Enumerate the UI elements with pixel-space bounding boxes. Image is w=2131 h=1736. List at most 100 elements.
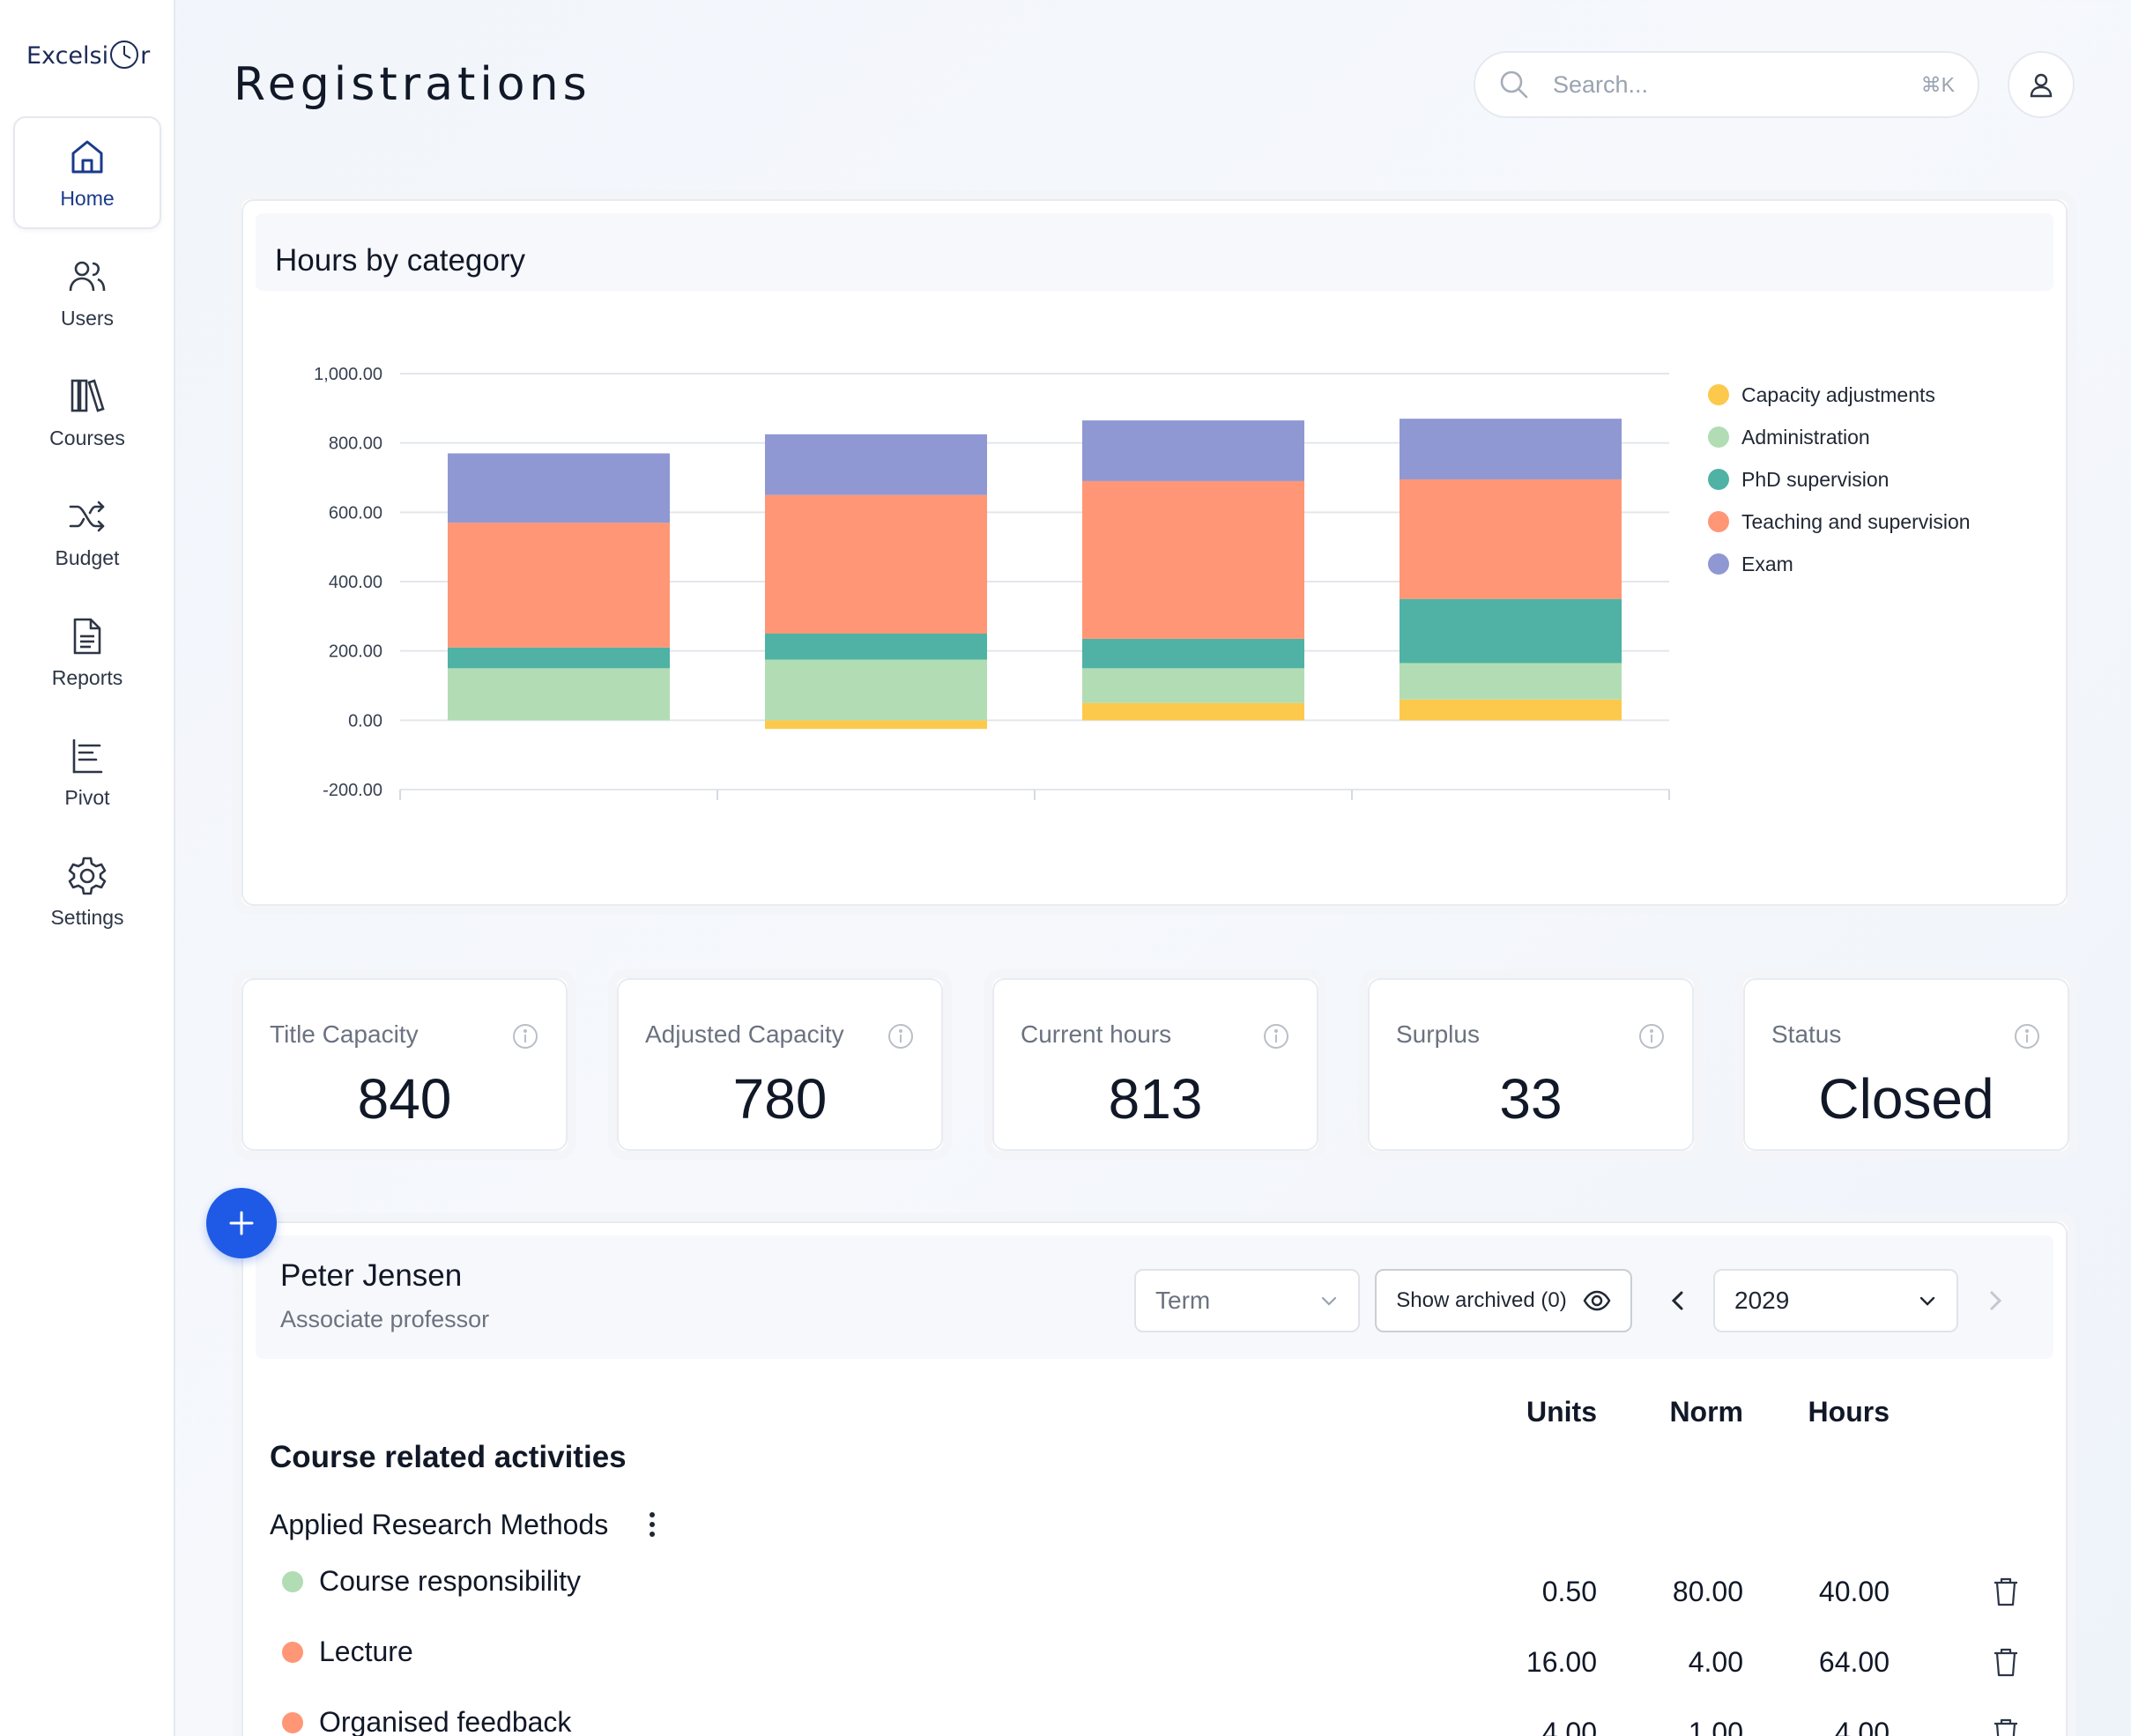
trash-icon[interactable] (1992, 1576, 2020, 1607)
sidebar-item-home[interactable]: Home (13, 116, 161, 229)
bar-segment (765, 634, 987, 660)
stat-card-title-capacity: Title Capacity 840 (233, 969, 576, 1160)
person-name: Peter Jensen (280, 1258, 463, 1293)
add-button[interactable] (206, 1188, 277, 1258)
info-icon[interactable] (1637, 1022, 1666, 1050)
row-norm: 1.00 (1688, 1717, 1743, 1736)
search-input[interactable] (1553, 70, 1921, 99)
chart-header (256, 213, 2053, 291)
show-archived-label: Show archived (0) (1396, 1288, 1567, 1312)
sidebar-item-pivot[interactable]: Pivot (13, 716, 161, 828)
sidebar-item-settings[interactable]: Settings (13, 835, 161, 948)
y-tick-label: 400.00 (329, 573, 382, 592)
info-icon[interactable] (1262, 1022, 1290, 1050)
previous-year-button[interactable] (1662, 1285, 1694, 1317)
chart-card: Hours by category 1,000.00 800.00 600.00 40… (233, 190, 2076, 915)
chart-card-border (241, 199, 2068, 906)
sidebar-item-courses[interactable]: Courses (13, 356, 161, 469)
bar-segment (448, 523, 670, 648)
bar-segment (1082, 638, 1304, 669)
sidebar-item-label: Courses (49, 426, 125, 449)
stat-label: Current hours (1021, 1020, 1172, 1048)
sidebar-item-label: Reports (51, 665, 123, 689)
stat-card-border (617, 978, 943, 1151)
books-icon (71, 378, 105, 412)
app-logo[interactable]: Excelsi r (26, 39, 150, 70)
row-label: Lecture (319, 1636, 413, 1667)
stat-value: Closed (1818, 1067, 1994, 1131)
stat-label: Status (1771, 1020, 1842, 1048)
term-select[interactable]: Term (1134, 1269, 1360, 1332)
row-hours: 64.00 (1818, 1646, 1890, 1678)
sidebar-item-label: Users (60, 306, 115, 330)
y-tick-label: 600.00 (329, 503, 382, 523)
info-icon[interactable] (2013, 1022, 2041, 1050)
user-icon (2030, 73, 2053, 98)
trash-icon[interactable] (1992, 1646, 2020, 1678)
stat-card-border (992, 978, 1318, 1151)
row-hours: 40.00 (1818, 1576, 1890, 1607)
row-norm: 80.00 (1672, 1576, 1743, 1607)
more-options-icon[interactable] (642, 1509, 663, 1540)
column-header-hours: Hours (1808, 1396, 1890, 1428)
gear-icon (68, 857, 107, 894)
row-norm: 4.00 (1688, 1646, 1743, 1678)
document-icon (73, 618, 101, 654)
bar-segment (765, 494, 987, 634)
trash-icon[interactable] (1992, 1717, 2020, 1736)
sidebar-item-users[interactable]: Users (13, 236, 161, 349)
sidebar-item-budget[interactable]: Budget (13, 476, 161, 589)
column-header-norm: Norm (1669, 1396, 1743, 1428)
bar-segment (448, 647, 670, 669)
row-units: 16.00 (1526, 1646, 1597, 1678)
stat-card-current-hours: Current hours 813 (984, 969, 1327, 1160)
legend-marker (1708, 427, 1729, 448)
legend-marker (1708, 553, 1729, 575)
sidebar-item-label: Settings (50, 905, 124, 929)
stat-label: Title Capacity (270, 1020, 419, 1048)
pivot-icon (72, 738, 103, 773)
row-color-dot (282, 1571, 303, 1592)
year-select-value: 2029 (1734, 1287, 1790, 1314)
row-label: Organised feedback (319, 1706, 572, 1736)
column-header-units: Units (1526, 1396, 1597, 1428)
sidebar: Excelsi r Home Users Courses Budget Repor… (0, 0, 175, 1736)
plus-icon (229, 1211, 254, 1235)
section-title: Course related activities (270, 1440, 627, 1474)
legend-marker (1708, 384, 1729, 405)
sidebar-item-label: Budget (55, 545, 120, 569)
search-box[interactable]: ⌘K (1474, 51, 1979, 118)
course-title: Applied Research Methods (270, 1509, 609, 1540)
bar-segment (1082, 702, 1304, 721)
clock-icon (110, 41, 139, 69)
y-tick-label: 1,000.00 (314, 365, 382, 384)
bar-segment (1400, 419, 1622, 479)
stat-card-border (1743, 978, 2069, 1151)
next-year-button[interactable] (1979, 1285, 2011, 1317)
sidebar-item-reports[interactable]: Reports (13, 596, 161, 708)
term-select-value: Term (1155, 1287, 1211, 1314)
y-tick-label: 800.00 (329, 434, 382, 454)
bar-segment (1400, 598, 1622, 664)
year-select[interactable]: 2029 (1713, 1269, 1958, 1332)
logo-text-suffix: r (140, 42, 151, 70)
chevron-down-icon (1919, 1296, 1935, 1306)
info-icon[interactable] (887, 1022, 915, 1050)
stat-label: Surplus (1396, 1020, 1480, 1048)
stat-value: 33 (1499, 1067, 1563, 1131)
info-icon[interactable] (511, 1022, 539, 1050)
stat-card-status: Status Closed (1734, 969, 2078, 1160)
chevron-down-icon (1321, 1296, 1337, 1306)
legend-label: Administration (1741, 426, 1870, 449)
bar-segment (1400, 479, 1622, 599)
bar-segment (765, 434, 987, 495)
row-units: 0.50 (1541, 1576, 1597, 1607)
legend-marker (1708, 469, 1729, 490)
users-icon (69, 261, 106, 291)
legend-label: Capacity adjustments (1741, 383, 1935, 406)
stat-label: Adjusted Capacity (645, 1020, 844, 1048)
user-menu-button[interactable] (2008, 51, 2075, 118)
show-archived-button[interactable]: Show archived (0) (1375, 1269, 1632, 1332)
bar-segment (1400, 663, 1622, 700)
search-icon (1500, 70, 1528, 99)
